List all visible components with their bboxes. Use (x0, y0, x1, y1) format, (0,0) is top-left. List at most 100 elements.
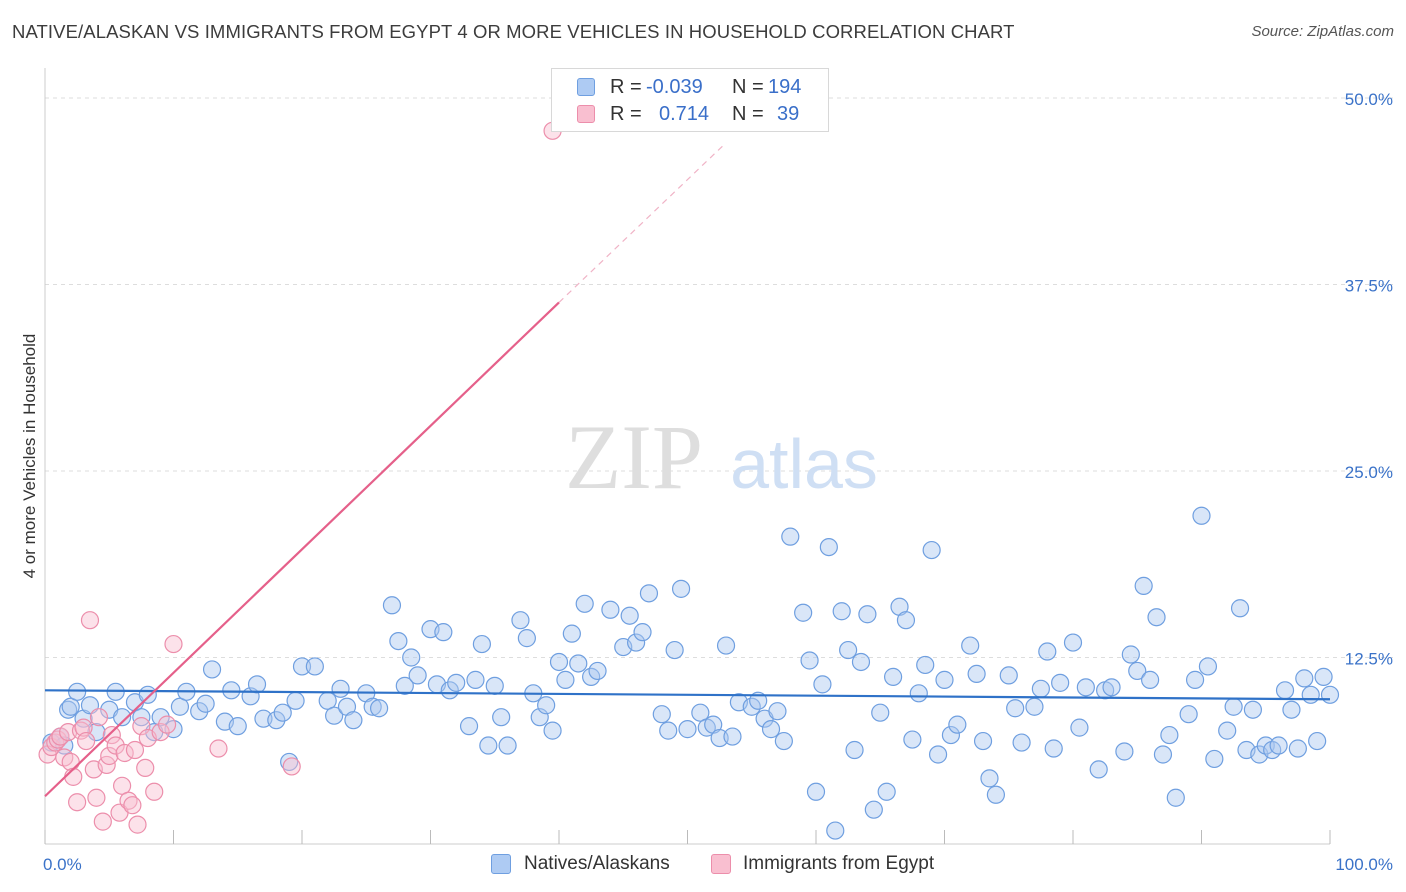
data-point (948, 715, 967, 734)
data-point (1025, 697, 1044, 716)
series-label-egypt: Immigrants from Egypt (743, 853, 935, 874)
data-point (247, 675, 267, 694)
data-point (871, 703, 890, 722)
data-point (74, 718, 93, 737)
data-point (1288, 739, 1307, 758)
data-point (112, 708, 132, 727)
data-point (903, 730, 922, 749)
data-point (1115, 742, 1134, 761)
data-point (723, 727, 742, 746)
series-legend-natives: Natives/Alaskans (491, 850, 691, 878)
legend-n-value: 194 (768, 76, 802, 98)
data-point (1166, 788, 1185, 807)
data-point (136, 758, 155, 778)
legend-row-egypt: R = 0.714 N = 39 (552, 101, 828, 127)
data-point (1308, 731, 1327, 751)
legend-r-value: 0.714 (659, 103, 710, 125)
data-point (768, 702, 787, 721)
data-point (80, 611, 100, 630)
legend-r-label: R = (610, 103, 642, 125)
data-point (800, 651, 819, 670)
data-point (1089, 760, 1108, 779)
data-point (389, 631, 408, 651)
data-point (151, 722, 170, 742)
data-point (1282, 700, 1301, 719)
data-point (986, 785, 1006, 804)
data-point (909, 684, 928, 703)
series-legend-egypt: Immigrants from Egypt (711, 850, 961, 878)
data-point (267, 711, 286, 730)
data-point (569, 654, 588, 673)
data-point (858, 605, 877, 624)
data-point (48, 730, 67, 749)
data-point (806, 782, 826, 801)
data-point (363, 697, 382, 716)
data-point (125, 740, 145, 760)
data-point (633, 623, 652, 642)
trend-lines (44, 142, 1331, 798)
data-point (1179, 705, 1198, 724)
data-point (999, 666, 1018, 685)
data-point (1230, 599, 1250, 618)
data-point (665, 640, 684, 660)
data-point (145, 782, 164, 801)
data-point (228, 717, 247, 736)
data-point (575, 594, 594, 613)
data-point (331, 679, 350, 698)
data-point (659, 721, 678, 740)
watermark: ZIP atlas (565, 406, 878, 508)
data-point (46, 733, 65, 752)
y-tick-label-1: 25.0% (1345, 463, 1393, 482)
y-axis-label: 4 or more Vehicles in Household (20, 333, 39, 579)
data-point (761, 720, 781, 739)
data-point (1160, 725, 1179, 745)
data-point (1198, 657, 1218, 676)
data-point (1243, 700, 1263, 719)
data-point (408, 666, 427, 685)
data-point (447, 673, 466, 692)
data-point (138, 685, 157, 704)
data-point (1185, 670, 1205, 689)
source-label: Source: ZipAtlas.com (1251, 23, 1394, 40)
series-immigrants-egypt (38, 121, 562, 834)
data-point (157, 715, 177, 734)
data-point (517, 629, 536, 648)
data-point (61, 752, 80, 772)
data-point (196, 694, 215, 713)
data-point (832, 602, 851, 621)
data-point (1038, 642, 1057, 661)
legend-r-label: R = (610, 76, 642, 98)
data-point (93, 812, 112, 831)
data-point (1205, 749, 1224, 769)
data-point (102, 725, 121, 745)
x-tick-label-0: 0.0% (43, 855, 82, 874)
data-point (549, 652, 569, 672)
data-point (164, 634, 183, 654)
data-point (543, 721, 562, 740)
data-point (1006, 699, 1025, 718)
data-point (1275, 681, 1295, 700)
data-point (864, 800, 883, 819)
data-point (928, 745, 948, 764)
data-point (967, 664, 986, 684)
trend-line-egypt-extension (558, 142, 727, 303)
legend-swatch-pink (577, 105, 595, 123)
series-swatch-blue (491, 854, 511, 874)
data-point (1044, 739, 1063, 758)
data-point (1140, 670, 1160, 689)
data-point (813, 675, 832, 694)
data-point (1224, 697, 1243, 716)
data-point (1031, 679, 1050, 698)
correlation-legend: R = -0.039 N = 194 R = 0.714 N = 39 (551, 68, 829, 132)
data-point (89, 708, 109, 727)
data-point (511, 611, 530, 630)
data-point (839, 640, 858, 660)
data-point (273, 703, 292, 722)
data-point (1134, 576, 1153, 595)
legend-n-value: 39 (777, 103, 800, 125)
data-point (100, 746, 119, 766)
data-point (115, 743, 134, 763)
data-point (1076, 678, 1095, 697)
data-point (980, 769, 999, 788)
